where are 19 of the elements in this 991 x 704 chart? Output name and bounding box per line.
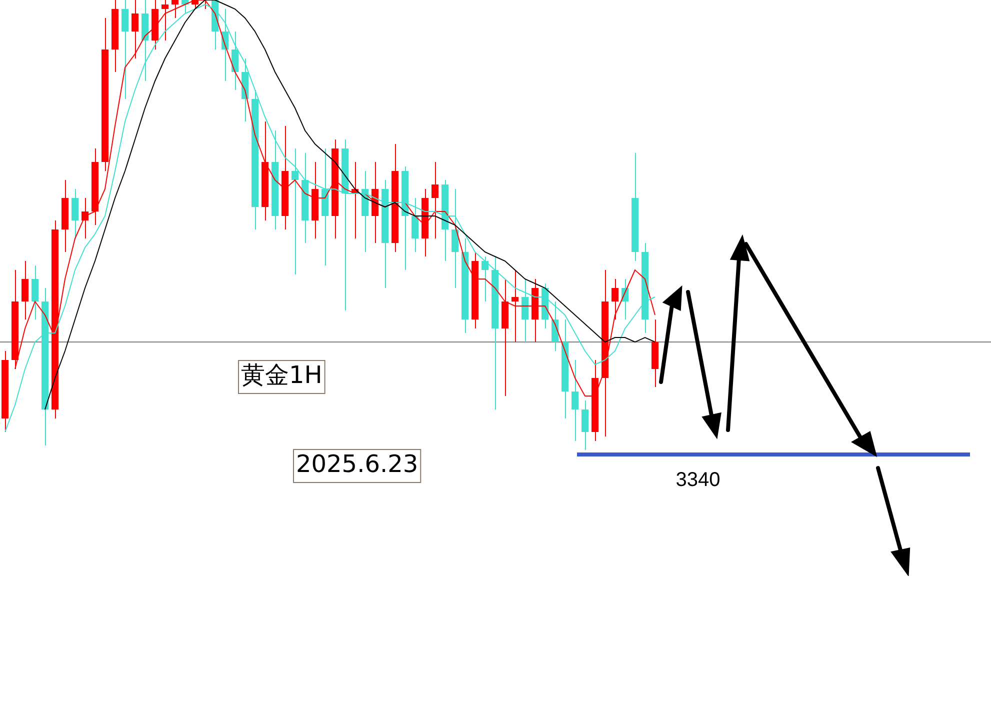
candlestick xyxy=(452,188,458,288)
candlestick xyxy=(412,198,418,252)
candlestick xyxy=(72,188,78,239)
candlestick xyxy=(522,278,528,342)
candlestick xyxy=(292,148,298,275)
candlestick xyxy=(122,0,128,100)
candlestick xyxy=(582,400,588,450)
candlestick xyxy=(432,162,438,239)
candlestick xyxy=(612,278,618,320)
annotation: 3340 xyxy=(676,469,720,492)
candlestick xyxy=(572,360,578,442)
candlestick xyxy=(32,265,38,320)
candlestick xyxy=(232,31,238,90)
candlestick xyxy=(552,301,558,352)
candlestick xyxy=(512,270,518,342)
text: 黄金1H xyxy=(241,361,322,390)
candlestick xyxy=(22,260,28,320)
candlestick xyxy=(482,256,488,302)
text: 2025.6.23 xyxy=(296,450,418,478)
